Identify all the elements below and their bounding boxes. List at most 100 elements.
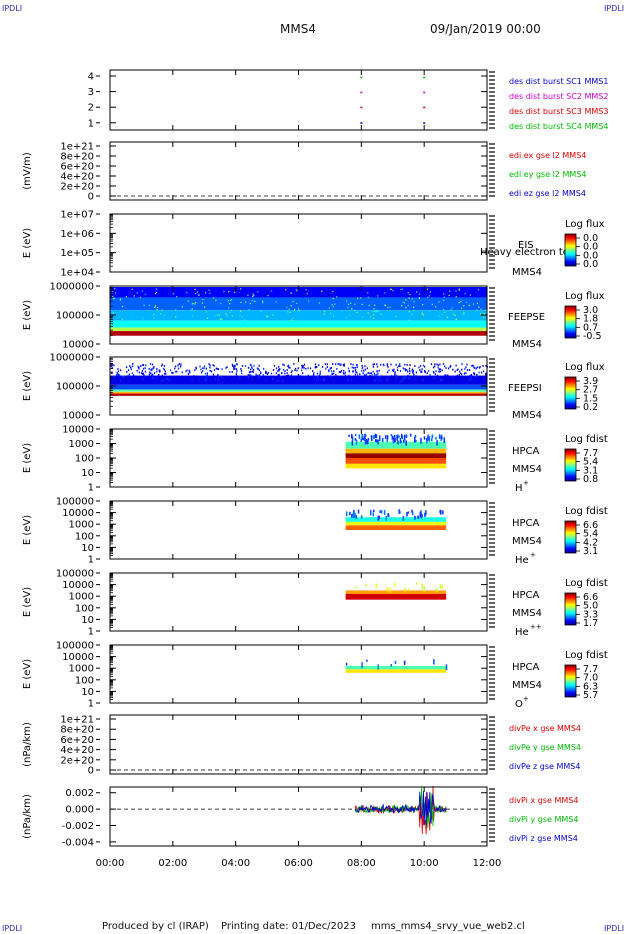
feepsi-speckle bbox=[472, 364, 474, 367]
hpca_h-speckle bbox=[413, 436, 416, 443]
feepse-speckle bbox=[204, 306, 206, 308]
feepsi-speckle bbox=[441, 379, 443, 381]
feepsi-speckle bbox=[402, 377, 404, 380]
feepsi-speckle bbox=[161, 364, 163, 367]
hpca_o-colorbar-tick-label: 6.3 bbox=[583, 681, 598, 692]
burst-marker bbox=[423, 76, 426, 79]
feepsi-speckle bbox=[363, 369, 365, 372]
hpca_he-colorbar-tick-label: 5.4 bbox=[583, 529, 598, 540]
feepse-speckle bbox=[468, 304, 470, 306]
feepsi-speckle bbox=[161, 374, 163, 377]
feepse-speckle bbox=[332, 306, 334, 308]
feepsi-speckle bbox=[127, 374, 129, 377]
feepsi-speckle bbox=[113, 364, 115, 367]
hpca_he-spacecraft-label: MMS4 bbox=[512, 536, 542, 547]
feepse-speckle bbox=[377, 295, 379, 297]
feepse-speckle bbox=[136, 292, 138, 294]
feepse-speckle bbox=[192, 315, 194, 317]
feepse-speckle bbox=[409, 294, 411, 296]
feepsi-speckle bbox=[241, 365, 244, 367]
feepsi-speckle bbox=[126, 376, 128, 379]
feepse-speckle bbox=[483, 313, 485, 315]
feepsi-speckle bbox=[188, 379, 191, 382]
feepsi-speckle bbox=[143, 374, 145, 377]
feepsi-speckle bbox=[158, 369, 160, 372]
hpca_he2-ytick-label: 1000 bbox=[69, 592, 94, 603]
feepsi-speckle bbox=[376, 363, 378, 366]
hpca_he2-ylabel: E (eV) bbox=[22, 587, 33, 617]
feepsi-speckle bbox=[398, 377, 400, 380]
feepsi-speckle bbox=[382, 363, 384, 366]
feepsi-speckle bbox=[151, 376, 154, 379]
feepsi-speckle bbox=[144, 377, 146, 380]
eis-colorbar-tick-label: 0.0 bbox=[583, 233, 598, 244]
feepse-speckle bbox=[395, 315, 397, 317]
feepsi-speckle bbox=[229, 378, 232, 381]
feepsi-speckle bbox=[212, 379, 215, 382]
feepsi-speckle bbox=[240, 379, 242, 382]
feepse-speckle bbox=[229, 311, 231, 313]
feepsi-speckle bbox=[462, 376, 465, 379]
feepsi-speckle bbox=[130, 366, 132, 369]
feepsi-speckle bbox=[485, 364, 487, 367]
divpe-legend-entry: divPe z gse MMS4 bbox=[509, 762, 580, 771]
feepse-speckle bbox=[226, 315, 228, 317]
hpca_he-speckle bbox=[424, 512, 426, 518]
feepsi-speckle bbox=[321, 379, 324, 382]
eis-colorbar-title: Log flux bbox=[565, 219, 605, 230]
feepsi-speckle bbox=[433, 377, 435, 379]
footer-produced-by: Produced by cl (IRAP) bbox=[102, 921, 209, 932]
feepsi-speckle bbox=[445, 377, 448, 380]
hpca_o-speckle bbox=[390, 663, 393, 667]
feepse-speckle bbox=[219, 318, 221, 320]
feepsi-speckle bbox=[189, 371, 191, 374]
feepsi-speckle bbox=[365, 376, 368, 379]
feepsi-speckle bbox=[391, 375, 393, 377]
divpi-series-y bbox=[354, 787, 447, 829]
feepsi-speckle bbox=[294, 367, 297, 370]
feepse-speckle bbox=[206, 317, 209, 320]
feepse-speckle bbox=[416, 291, 418, 293]
hpca_h-speckle bbox=[398, 435, 400, 438]
feepsi-speckle bbox=[249, 378, 251, 380]
divpe-ytick-label: 0 bbox=[88, 766, 94, 777]
burst-legend-entry: des dist burst SC2 MMS2 bbox=[509, 92, 608, 101]
hpca_he-colorbar bbox=[564, 520, 577, 554]
feepse-speckle bbox=[367, 312, 369, 314]
feepsi-speckle bbox=[113, 375, 115, 378]
feepsi-speckle bbox=[156, 368, 158, 370]
feepsi-speckle bbox=[315, 377, 317, 380]
feepsi-speckle bbox=[150, 368, 152, 371]
feepsi-speckle bbox=[340, 375, 342, 378]
feepse-speckle bbox=[227, 300, 229, 302]
feepse-speckle bbox=[384, 292, 386, 294]
feepsi-speckle bbox=[411, 368, 414, 371]
hpca_o-speckle bbox=[361, 662, 363, 669]
feepsi-speckle bbox=[313, 377, 316, 380]
feepse-speckle bbox=[401, 305, 403, 307]
feepse-speckle bbox=[458, 301, 460, 304]
feepsi-speckle bbox=[338, 371, 341, 374]
feepse-speckle bbox=[286, 306, 288, 309]
feepsi-speckle bbox=[240, 369, 243, 372]
hpca_h-speckle bbox=[362, 437, 365, 441]
feepse-speckle bbox=[477, 289, 480, 291]
feepsi-speckle bbox=[383, 380, 386, 382]
feepsi-speckle bbox=[361, 364, 363, 367]
feepsi-speckle bbox=[262, 368, 265, 370]
feepsi-speckle bbox=[253, 364, 255, 367]
divpe-ytick-label: 4e+20 bbox=[60, 745, 94, 756]
feepsi-speckle bbox=[225, 367, 227, 369]
feepse-speckle bbox=[418, 297, 420, 300]
hpca_he-speckle bbox=[355, 515, 358, 519]
feepsi-speckle bbox=[346, 379, 349, 382]
divpe-legend-entry: divPe y gse MMS4 bbox=[509, 743, 581, 752]
feepsi-speckle bbox=[324, 363, 327, 366]
feepse-spacecraft-label: MMS4 bbox=[512, 339, 542, 350]
feepsi-speckle bbox=[386, 379, 389, 382]
feepsi-speckle bbox=[376, 373, 378, 376]
edi-legend-entry: edi ex gse l2 MMS4 bbox=[509, 151, 586, 160]
feepsi-speckle bbox=[316, 366, 318, 368]
feepsi-speckle bbox=[123, 376, 125, 379]
